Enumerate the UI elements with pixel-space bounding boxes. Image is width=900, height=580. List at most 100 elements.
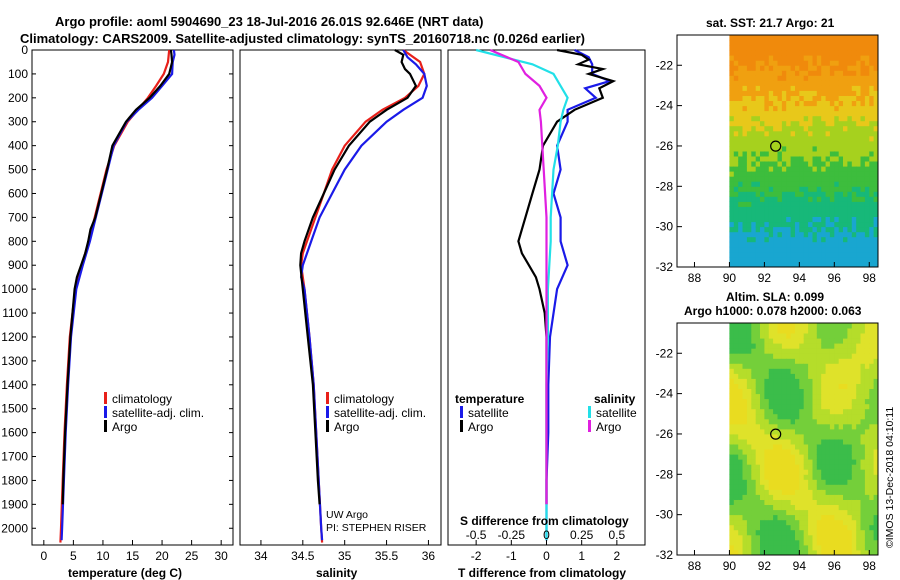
map-cell xyxy=(742,262,748,268)
map-cell xyxy=(786,353,792,359)
map-cell xyxy=(729,388,735,395)
map-cell xyxy=(799,388,805,395)
map-cell xyxy=(746,348,752,354)
map-cell xyxy=(781,353,787,359)
map-cell xyxy=(755,464,761,470)
map-cell xyxy=(729,151,735,157)
map-cell xyxy=(764,100,770,107)
map-cell xyxy=(856,469,862,475)
map-cell xyxy=(834,171,840,177)
map-cell xyxy=(851,418,857,425)
map-cell xyxy=(733,120,739,127)
map-cell xyxy=(825,550,831,556)
map-cell xyxy=(829,256,835,263)
map-cell xyxy=(738,115,744,122)
map-cell xyxy=(860,328,866,334)
map-cell xyxy=(843,196,848,202)
map-cell xyxy=(768,509,774,516)
map-cell xyxy=(816,398,822,405)
map-cell xyxy=(768,408,774,415)
map-cell xyxy=(773,499,778,505)
map-cell xyxy=(729,489,735,495)
map-cell xyxy=(869,256,875,263)
map-cell xyxy=(751,75,757,81)
map-cell xyxy=(864,534,870,541)
map-cell xyxy=(742,524,748,531)
map-cell xyxy=(729,100,735,107)
map-cell xyxy=(860,125,866,132)
map-cell xyxy=(821,479,827,485)
map-cell xyxy=(760,55,765,61)
map-cell xyxy=(738,35,744,41)
map-cell xyxy=(795,146,800,152)
map-cell xyxy=(825,434,831,440)
map-cell xyxy=(834,166,840,172)
map-cell xyxy=(856,236,862,243)
map-cell xyxy=(829,75,835,81)
map-cell xyxy=(738,75,744,81)
map-cell xyxy=(816,373,822,379)
map-cell xyxy=(873,95,879,101)
map-cell xyxy=(781,469,787,475)
map-cell xyxy=(764,353,770,359)
map-cell xyxy=(755,333,761,339)
map-cell xyxy=(799,100,805,107)
map-cell xyxy=(869,65,875,71)
map-cell xyxy=(790,474,796,480)
map-cell xyxy=(773,65,778,71)
map-cell xyxy=(825,418,831,425)
map-cell xyxy=(746,413,752,420)
map-cell xyxy=(777,206,783,212)
map-cell xyxy=(751,236,757,243)
map-cell xyxy=(808,408,813,415)
map-cell xyxy=(760,80,765,86)
map-cell xyxy=(829,484,835,490)
map-cell xyxy=(799,231,805,238)
map-cell xyxy=(816,75,822,81)
map-cell xyxy=(733,449,739,455)
map-cell xyxy=(864,135,870,142)
map-cell xyxy=(851,115,857,122)
map-cell xyxy=(746,166,752,172)
map-cell xyxy=(821,469,827,475)
map-cell xyxy=(768,256,774,263)
map-cell xyxy=(764,130,770,137)
map-cell xyxy=(790,90,796,96)
map-cell xyxy=(781,221,787,228)
map-cell xyxy=(786,434,792,440)
map-cell xyxy=(860,226,866,233)
map-cell xyxy=(760,196,765,202)
map-cell xyxy=(834,509,840,516)
map-cell xyxy=(768,484,774,490)
map-cell xyxy=(847,60,853,66)
map-cell xyxy=(751,226,757,233)
map-cell xyxy=(869,201,875,207)
map-cell xyxy=(803,524,809,531)
map-cell xyxy=(808,383,813,389)
map-cell xyxy=(851,333,857,339)
map-cell xyxy=(764,343,770,349)
map-cell xyxy=(738,231,744,238)
map-cell xyxy=(869,423,875,430)
map-cell xyxy=(873,514,879,521)
map-cell xyxy=(755,418,761,425)
map-cell xyxy=(786,514,792,521)
map-cell xyxy=(764,125,770,132)
map-cell xyxy=(851,544,857,551)
map-cell xyxy=(838,529,844,536)
map-cell xyxy=(864,323,870,329)
map-cell xyxy=(760,544,765,551)
map-cell xyxy=(777,338,783,344)
map-cell xyxy=(742,323,748,329)
map-cell xyxy=(825,358,831,364)
map-cell xyxy=(738,262,744,268)
map-cell xyxy=(777,90,783,96)
depth-tick-label: 600 xyxy=(8,187,28,201)
map-cell xyxy=(773,125,778,132)
map-cell xyxy=(821,95,827,101)
map-cell xyxy=(746,353,752,359)
map-cell xyxy=(751,378,757,384)
map-cell xyxy=(825,323,831,329)
map-cell xyxy=(790,428,796,435)
map-cell xyxy=(777,176,783,182)
